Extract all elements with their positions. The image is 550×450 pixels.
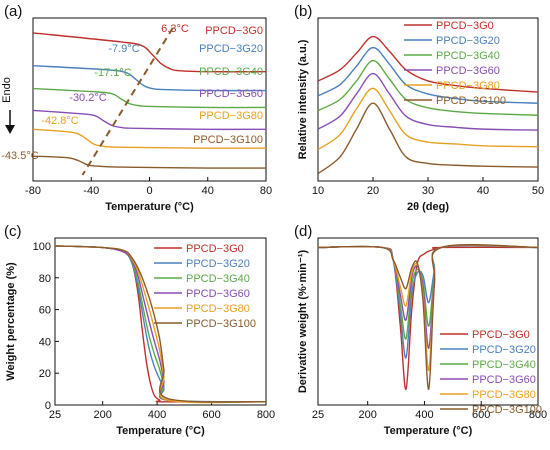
x-tick-label: 10 (312, 185, 324, 197)
series-line-4 (318, 87, 538, 151)
panel-letter: (a) (4, 3, 22, 20)
x-tick-label: 50 (532, 185, 544, 197)
tg-annotation: -30.2°C (69, 92, 106, 104)
x-axis-label: 2θ (deg) (407, 201, 449, 213)
series-line-5 (33, 155, 266, 169)
series-line-1 (318, 245, 538, 359)
tg-annotation: -43.5°C (1, 150, 38, 162)
y-tick-label: 40 (39, 336, 51, 348)
plot-frame (54, 237, 267, 406)
x-tick-label: -40 (83, 185, 99, 197)
x-tick-label: 200 (93, 409, 111, 421)
legend-entry: PPCD−3G80 (436, 80, 500, 92)
series-label: PPCD−3G40 (199, 66, 263, 78)
y-axis-label: Weight percentage (%) (5, 262, 17, 381)
panel-letter: (b) (294, 3, 312, 20)
panel-b: (b) 10 20 30 40 50 2θ (deg) Relative intensity … (294, 3, 544, 213)
x-tick-label: 0 (146, 185, 152, 197)
series-line-5 (318, 102, 538, 175)
endo-label: Endo (1, 77, 13, 103)
series-line-1 (33, 65, 266, 92)
tg-trend-line (81, 27, 174, 176)
series-label: PPCD−3G80 (199, 110, 263, 122)
legend-entry: PPCD−3G0 (472, 329, 530, 341)
x-axis-label: Temperature (°C) (116, 425, 205, 437)
x-tick-label: 40 (477, 185, 489, 197)
plot-frame (317, 237, 539, 406)
x-tick-label: 800 (257, 409, 275, 421)
legend-entry: PPCD−3G0 (186, 243, 244, 255)
legend-entry: PPCD−3G100 (472, 404, 542, 416)
legend-entry: PPCD−3G20 (436, 35, 500, 47)
x-tick-label: 40 (202, 185, 214, 197)
series-line-3 (55, 245, 266, 403)
x-tick-label: 30 (422, 185, 434, 197)
x-tick-label: 200 (358, 409, 376, 421)
series-line-5 (318, 243, 538, 390)
x-tick-label: 600 (472, 409, 490, 421)
series-line-3 (318, 72, 538, 131)
x-tick-label: 25 (312, 409, 324, 421)
series-line-5 (55, 245, 266, 403)
legend-entry: PPCD−3G40 (436, 50, 500, 62)
series-line-2 (318, 59, 538, 116)
x-axis-label: Temperature (°C) (105, 201, 194, 213)
x-tick-label: 80 (260, 185, 272, 197)
series-line-0 (33, 32, 266, 73)
series-line-0 (318, 35, 538, 93)
y-axis-label: Derivative weight (%·min⁻¹) (297, 249, 309, 393)
series-label: PPCD−3G60 (199, 88, 263, 100)
legend-entry: PPCD−3G40 (472, 359, 536, 371)
series-line-4 (33, 128, 266, 149)
panel-d: (d) 25 200 400 600 800 Temperature (°C) Derivat… (294, 223, 547, 437)
legend-entry: PPCD−3G60 (472, 374, 536, 386)
endo-arrow-head (5, 125, 15, 134)
series-label: PPCD−3G0 (205, 25, 263, 37)
series-line-1 (318, 46, 538, 104)
tg-annotation: -17.1°C (94, 67, 131, 79)
x-tick-label: 600 (202, 409, 220, 421)
series-line-2 (33, 87, 266, 109)
tg-annotation: 6.3°C (161, 23, 189, 35)
legend-entry: PPCD−3G100 (186, 318, 256, 330)
y-tick-label: 60 (39, 305, 51, 317)
x-tick-label: 400 (415, 409, 433, 421)
series-label: PPCD−3G100 (193, 134, 263, 146)
x-tick-label: 800 (529, 409, 547, 421)
panel-letter: (d) (294, 223, 312, 240)
legend-entry: PPCD−3G0 (436, 20, 494, 32)
y-tick-label: 100 (33, 241, 51, 253)
series-label: PPCD−3G20 (199, 43, 263, 55)
legend-entry: PPCD−3G20 (472, 344, 536, 356)
x-axis-label: Temperature (°C) (384, 425, 473, 437)
x-tick-label: 20 (367, 185, 379, 197)
legend-entry: PPCD−3G60 (436, 65, 500, 77)
y-tick-label: 20 (39, 368, 51, 380)
legend-entry: PPCD−3G100 (436, 95, 506, 107)
legend-entry: PPCD−3G20 (186, 258, 250, 270)
x-tick-label: -80 (25, 185, 41, 197)
series-line-2 (318, 244, 538, 340)
x-tick-label: 400 (148, 409, 166, 421)
panel-a: (a) -80 -40 0 40 80 Temperature (°C) PPCD−3G0 PP… (1, 3, 272, 213)
panel-c: (c) 25 200 400 600 800 Temperature (°C) 0 20 40 60… (4, 223, 275, 437)
series-line-3 (33, 109, 266, 131)
tg-annotation: -42.8°C (41, 115, 78, 127)
legend-entry: PPCD−3G80 (472, 389, 536, 401)
y-tick-label: 0 (45, 400, 51, 412)
legend-entry: PPCD−3G60 (186, 288, 250, 300)
tg-annotation: -7.9°C (108, 43, 139, 55)
panel-letter: (c) (4, 223, 22, 240)
x-tick-label: 25 (49, 409, 61, 421)
y-tick-label: 80 (39, 273, 51, 285)
y-axis-label: Relative intensity (a.u.) (297, 39, 309, 159)
legend-entry: PPCD−3G40 (186, 273, 250, 285)
legend-entry: PPCD−3G80 (186, 303, 250, 315)
